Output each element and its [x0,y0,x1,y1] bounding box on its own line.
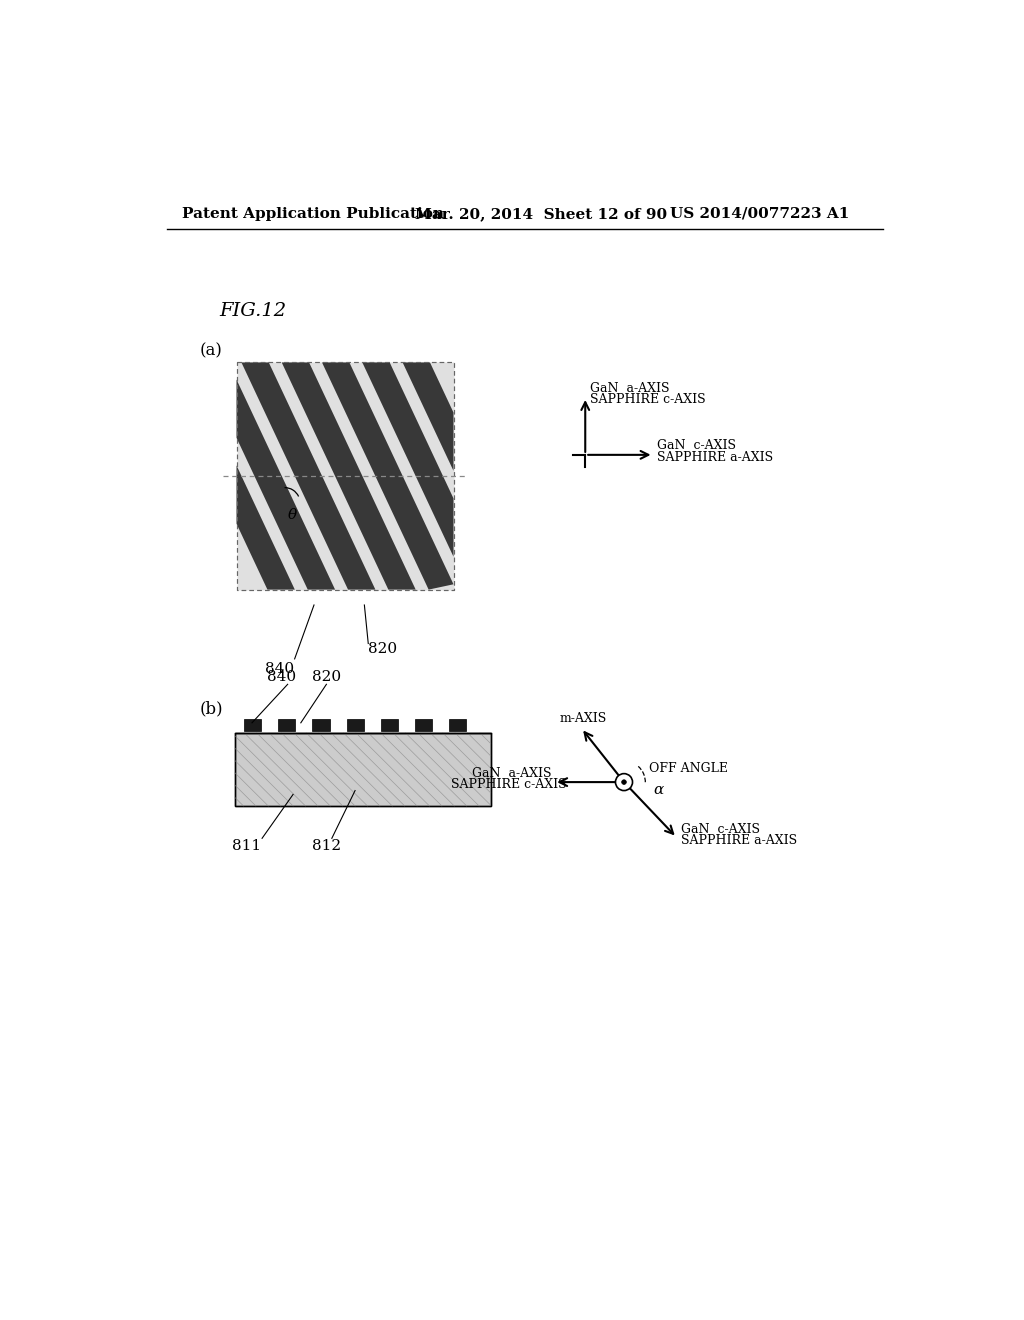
Text: m-AXIS: m-AXIS [559,711,606,725]
Text: θ: θ [288,508,297,523]
Bar [346,719,364,730]
Bar [279,719,295,730]
Bar [415,719,432,730]
Text: 840: 840 [267,671,296,684]
Text: (b): (b) [200,701,223,718]
Text: 811: 811 [232,840,261,853]
Text: 812: 812 [312,840,341,853]
Bar [312,719,330,730]
Text: GaN  a-AXIS: GaN a-AXIS [472,767,551,780]
Bar [234,733,490,807]
Text: 820: 820 [312,671,341,684]
Text: SAPPHIRE c-AXIS: SAPPHIRE c-AXIS [452,777,567,791]
Polygon shape [322,363,454,590]
Bar [234,733,490,807]
Text: SAPPHIRE c-AXIS: SAPPHIRE c-AXIS [590,393,706,407]
Bar [237,363,454,590]
Text: SAPPHIRE a-AXIS: SAPPHIRE a-AXIS [657,451,773,465]
Text: GaN  c-AXIS: GaN c-AXIS [681,824,760,837]
Text: US 2014/0077223 A1: US 2014/0077223 A1 [671,207,850,220]
Text: FIG.12: FIG.12 [219,302,287,319]
Bar [449,719,466,730]
Text: 820: 820 [368,642,396,656]
Circle shape [615,774,633,791]
Polygon shape [402,363,454,471]
Circle shape [622,780,627,784]
Text: (a): (a) [200,342,222,359]
Text: Mar. 20, 2014  Sheet 12 of 90: Mar. 20, 2014 Sheet 12 of 90 [415,207,667,220]
Text: 840: 840 [264,661,294,676]
Bar [245,719,261,730]
Polygon shape [237,466,295,590]
Bar [237,363,454,590]
Text: GaN  a-AXIS: GaN a-AXIS [590,381,670,395]
Bar [381,719,397,730]
Text: OFF ANGLE: OFF ANGLE [649,762,728,775]
Text: GaN  c-AXIS: GaN c-AXIS [657,440,736,453]
Polygon shape [282,363,416,590]
Polygon shape [362,363,454,557]
Polygon shape [237,380,335,590]
Text: SAPPHIRE a-AXIS: SAPPHIRE a-AXIS [681,834,797,847]
Text: Patent Application Publication: Patent Application Publication [182,207,444,220]
Text: α: α [653,783,664,797]
Polygon shape [242,363,376,590]
